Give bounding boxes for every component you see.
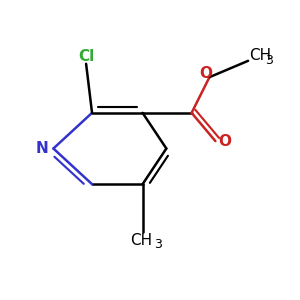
Text: CH: CH [130, 232, 152, 247]
Text: N: N [36, 141, 49, 156]
Text: O: O [218, 134, 231, 148]
Text: CH: CH [249, 48, 271, 63]
Text: 3: 3 [265, 54, 273, 67]
Text: O: O [200, 66, 212, 81]
Text: Cl: Cl [78, 49, 94, 64]
Text: 3: 3 [154, 238, 162, 251]
